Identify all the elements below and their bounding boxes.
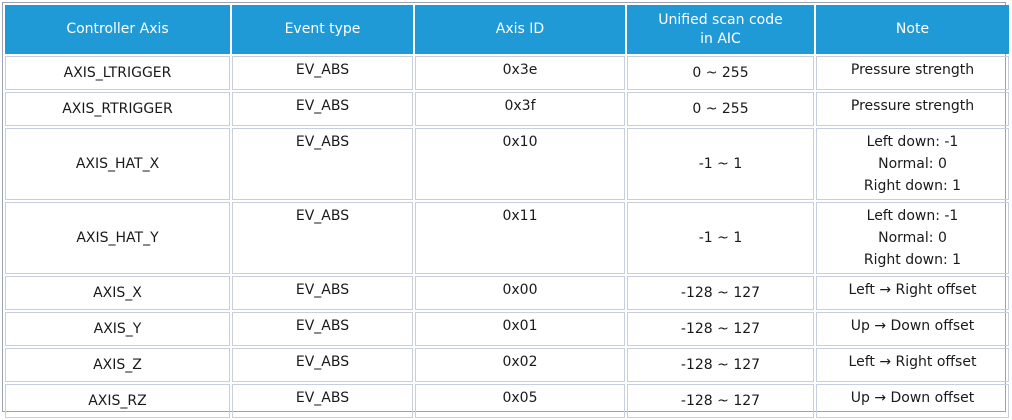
header-unified-scan-code: Unified scan code in AIC xyxy=(627,5,814,54)
note-line: Left → Right offset xyxy=(848,282,977,298)
cell-event-type: EV_ABS xyxy=(232,56,413,90)
note-line: Pressure strength xyxy=(850,98,975,114)
header-axis-id: Axis ID xyxy=(415,5,625,54)
note-line: Up → Down offset xyxy=(850,390,975,406)
cell-axis-id: 0x00 xyxy=(415,276,625,310)
note-line: Right down: 1 xyxy=(863,252,962,268)
table-row: AXIS_HAT_X EV_ABS 0x10 -1 ~ 1 Left down:… xyxy=(5,128,1009,200)
note-line: Right down: 1 xyxy=(863,178,962,194)
table-row: AXIS_Y EV_ABS 0x01 -128 ~ 127 Up → Down … xyxy=(5,312,1009,346)
table-row: AXIS_X EV_ABS 0x00 -128 ~ 127 Left → Rig… xyxy=(5,276,1009,310)
cell-scan-code: -128 ~ 127 xyxy=(627,312,814,346)
cell-note: Up → Down offset xyxy=(816,312,1009,346)
cell-scan-code: -128 ~ 127 xyxy=(627,276,814,310)
cell-scan-code: -128 ~ 127 xyxy=(627,384,814,418)
note-line: Normal: 0 xyxy=(878,230,947,246)
cell-axis-id: 0x10 xyxy=(415,128,625,200)
cell-event-type: EV_ABS xyxy=(232,312,413,346)
cell-note: Left → Right offset xyxy=(816,276,1009,310)
cell-scan-code: -128 ~ 127 xyxy=(627,348,814,382)
cell-event-type: EV_ABS xyxy=(232,276,413,310)
cell-note: Left → Right offset xyxy=(816,348,1009,382)
cell-controller-axis: AXIS_LTRIGGER xyxy=(5,56,230,90)
cell-axis-id: 0x3f xyxy=(415,92,625,126)
note-line: Left down: -1 xyxy=(866,134,959,150)
cell-controller-axis: AXIS_HAT_X xyxy=(5,128,230,200)
cell-event-type: EV_ABS xyxy=(232,92,413,126)
note-line: Left down: -1 xyxy=(866,208,959,224)
cell-axis-id: 0x11 xyxy=(415,202,625,274)
note-line: Normal: 0 xyxy=(878,156,947,172)
table-header-row: Controller Axis Event type Axis ID Unifi… xyxy=(5,5,1009,54)
cell-controller-axis: AXIS_X xyxy=(5,276,230,310)
cell-axis-id: 0x02 xyxy=(415,348,625,382)
note-line: Up → Down offset xyxy=(850,318,975,334)
cell-event-type: EV_ABS xyxy=(232,348,413,382)
cell-axis-id: 0x05 xyxy=(415,384,625,418)
cell-scan-code: 0 ~ 255 xyxy=(627,92,814,126)
cell-note: Up → Down offset xyxy=(816,384,1009,418)
cell-event-type: EV_ABS xyxy=(232,384,413,418)
note-line: Left → Right offset xyxy=(848,354,977,370)
cell-controller-axis: AXIS_Y xyxy=(5,312,230,346)
cell-note: Left down: -1 Normal: 0 Right down: 1 xyxy=(816,128,1009,200)
header-scan-code-line1: Unified scan code xyxy=(658,11,783,28)
cell-note: Left down: -1 Normal: 0 Right down: 1 xyxy=(816,202,1009,274)
cell-scan-code: -1 ~ 1 xyxy=(627,128,814,200)
table-row: AXIS_RZ EV_ABS 0x05 -128 ~ 127 Up → Down… xyxy=(5,384,1009,418)
table-row: AXIS_LTRIGGER EV_ABS 0x3e 0 ~ 255 Pressu… xyxy=(5,56,1009,90)
cell-event-type: EV_ABS xyxy=(232,202,413,274)
header-scan-code-line2: in AIC xyxy=(700,30,741,47)
cell-note: Pressure strength xyxy=(816,56,1009,90)
cell-event-type: EV_ABS xyxy=(232,128,413,200)
cell-controller-axis: AXIS_Z xyxy=(5,348,230,382)
header-note: Note xyxy=(816,5,1009,54)
cell-scan-code: 0 ~ 255 xyxy=(627,56,814,90)
table-row: AXIS_RTRIGGER EV_ABS 0x3f 0 ~ 255 Pressu… xyxy=(5,92,1009,126)
header-controller-axis: Controller Axis xyxy=(5,5,230,54)
cell-note: Pressure strength xyxy=(816,92,1009,126)
cell-controller-axis: AXIS_RTRIGGER xyxy=(5,92,230,126)
cell-axis-id: 0x01 xyxy=(415,312,625,346)
cell-controller-axis: AXIS_HAT_Y xyxy=(5,202,230,274)
cell-axis-id: 0x3e xyxy=(415,56,625,90)
axis-mapping-table: Controller Axis Event type Axis ID Unifi… xyxy=(3,3,1011,420)
note-line: Pressure strength xyxy=(850,62,975,78)
header-event-type: Event type xyxy=(232,5,413,54)
table-row: AXIS_HAT_Y EV_ABS 0x11 -1 ~ 1 Left down:… xyxy=(5,202,1009,274)
cell-scan-code: -1 ~ 1 xyxy=(627,202,814,274)
cell-controller-axis: AXIS_RZ xyxy=(5,384,230,418)
table-row: AXIS_Z EV_ABS 0x02 -128 ~ 127 Left → Rig… xyxy=(5,348,1009,382)
